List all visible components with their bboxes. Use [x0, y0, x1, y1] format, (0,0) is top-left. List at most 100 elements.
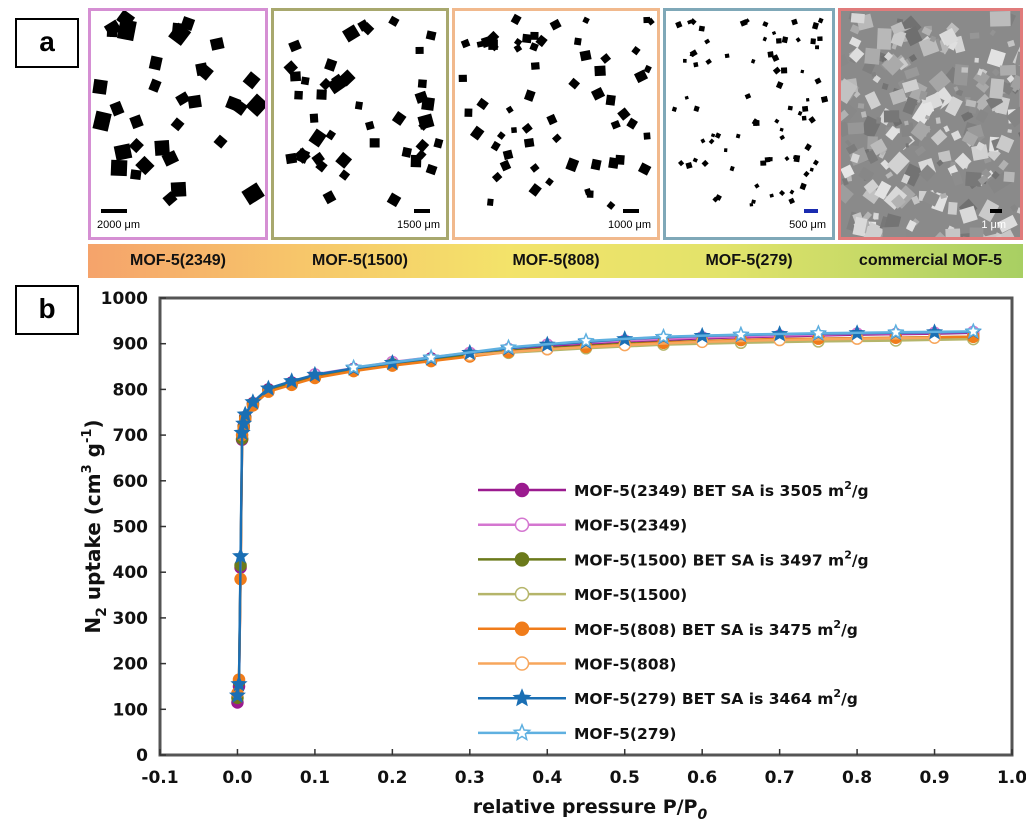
sem-grain [946, 22, 960, 36]
sem-grain [876, 117, 882, 124]
sem-grain [955, 89, 964, 97]
legend-entry-name: MOF-5(279) BET SA is 3464 m [574, 690, 833, 708]
sem-grain [998, 159, 1009, 171]
sem-grain [848, 47, 865, 63]
x-axis-label-sub: 0 [697, 807, 707, 823]
scale-label: 1 μm [981, 219, 1006, 231]
series-1 [308, 325, 980, 381]
crystal [812, 159, 819, 166]
crystal [128, 138, 144, 154]
sem-grain [885, 125, 900, 141]
crystal [729, 165, 735, 172]
crystal [606, 201, 616, 210]
crystal [764, 156, 771, 163]
crystal [704, 38, 711, 45]
sem-grain [865, 149, 879, 165]
sem-grain [928, 70, 951, 93]
sem-image-mof5-808: 1000 μm [452, 8, 660, 240]
sem-grain [922, 101, 935, 115]
crystal [513, 44, 523, 53]
crystal [710, 133, 716, 138]
crystal [573, 37, 582, 46]
data-point [964, 322, 982, 339]
sem-grain [871, 71, 877, 77]
sem-grain [975, 141, 985, 152]
crystal [788, 197, 795, 205]
crystal [510, 13, 522, 26]
crystal [130, 169, 142, 181]
crystal [324, 58, 338, 72]
crystal [391, 111, 407, 126]
crystal [490, 140, 501, 152]
crystal [775, 81, 784, 90]
crystal [170, 117, 185, 132]
x-tick-label: 0.5 [610, 768, 640, 788]
legend-marker [512, 722, 532, 741]
y-tick-label: 0 [136, 746, 148, 766]
x-tick-label: 0.6 [687, 768, 717, 788]
sem-grain [959, 205, 978, 224]
crystal [488, 39, 498, 50]
crystal [817, 36, 823, 42]
panel-label-b: b [15, 285, 79, 335]
crystal [687, 19, 693, 25]
sem-grain [930, 129, 948, 146]
crystal [582, 16, 590, 25]
sem-grain [891, 194, 906, 209]
data-point [732, 325, 750, 342]
crystal [311, 151, 325, 166]
sem-grain [965, 171, 982, 187]
crystal [209, 37, 225, 51]
crystal [175, 91, 191, 106]
data-point [654, 327, 672, 345]
sem-grain [962, 236, 974, 237]
sem-grain [945, 228, 961, 237]
y-tick-label: 400 [113, 563, 149, 583]
data-point [259, 379, 277, 396]
crystal [689, 18, 697, 26]
crystal [433, 138, 444, 149]
data-point [283, 372, 301, 389]
crystal [528, 183, 542, 197]
crystal [795, 37, 801, 43]
sem-grain [903, 25, 923, 47]
crystal [605, 94, 616, 106]
crystal [294, 90, 303, 100]
crystal [245, 93, 265, 117]
crystal [338, 69, 356, 87]
crystal [712, 196, 719, 203]
sem-grain [863, 179, 879, 195]
x-tick-label: 0.4 [532, 768, 562, 788]
x-tick-label: 0.0 [222, 768, 252, 788]
legend-entry: MOF-5(1500) BET SA is 3497 m2/g [574, 548, 869, 569]
sem-grain [882, 226, 907, 237]
crystal [671, 106, 678, 113]
sem-grain [850, 13, 865, 24]
data-point [345, 358, 363, 375]
sem-grain [940, 237, 962, 239]
crystal [295, 148, 311, 164]
crystal [594, 65, 606, 77]
sem-grain [880, 159, 891, 170]
crystal [633, 69, 649, 84]
sem-grain [845, 143, 858, 155]
sem-grain [935, 117, 941, 124]
sem-grain [900, 122, 915, 138]
crystal [617, 107, 631, 121]
sem-grain [973, 93, 992, 112]
sem-image-mof5-279: 500 μm [663, 8, 835, 240]
data-point [500, 338, 518, 355]
crystal [365, 120, 375, 131]
crystal [464, 108, 473, 117]
crystal [106, 26, 118, 38]
sem-grain [918, 164, 936, 182]
crystal [545, 177, 554, 187]
legend-marker [514, 656, 530, 671]
sem-grain [908, 81, 928, 104]
sem-grain [841, 164, 855, 179]
crystal [92, 78, 108, 95]
sem-grain [902, 79, 920, 94]
legend-entry-name: MOF-5(808) [574, 656, 676, 674]
y-axis-label-part: (cm [81, 473, 105, 522]
sem-grain [861, 222, 885, 237]
